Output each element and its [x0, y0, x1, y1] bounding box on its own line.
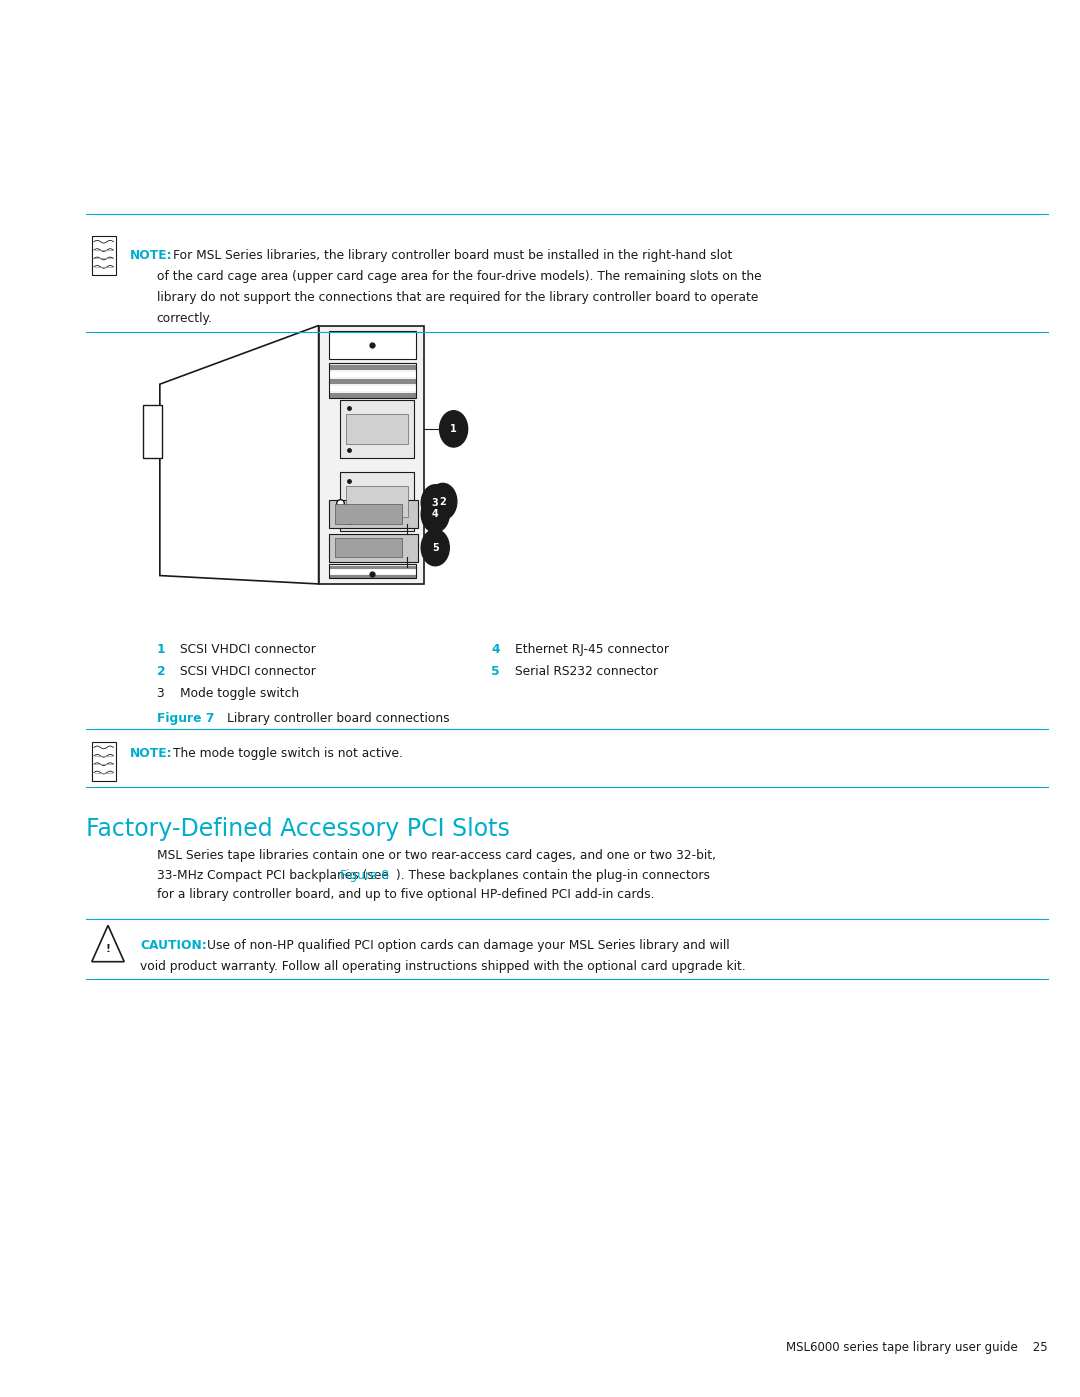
Bar — [329, 379, 416, 384]
Bar — [329, 566, 416, 569]
Bar — [340, 400, 414, 458]
Text: MSL6000 series tape library user guide    25: MSL6000 series tape library user guide 2… — [786, 1341, 1048, 1354]
Bar — [329, 570, 416, 574]
Text: 33-MHz Compact PCI backplanes (see: 33-MHz Compact PCI backplanes (see — [157, 869, 392, 882]
Text: void product warranty. Follow all operating instructions shipped with the option: void product warranty. Follow all operat… — [140, 960, 746, 972]
Text: Factory-Defined Accessory PCI Slots: Factory-Defined Accessory PCI Slots — [86, 817, 510, 841]
Circle shape — [421, 485, 449, 521]
Bar — [329, 500, 418, 528]
Bar — [329, 576, 416, 578]
Text: 1: 1 — [157, 643, 165, 655]
Text: SCSI VHDCI connector: SCSI VHDCI connector — [180, 665, 316, 678]
Circle shape — [421, 529, 449, 566]
Bar — [92, 742, 116, 781]
Text: Figure 7: Figure 7 — [157, 712, 214, 725]
Text: 2: 2 — [157, 665, 165, 678]
Text: NOTE:: NOTE: — [130, 747, 172, 760]
Bar — [346, 414, 408, 444]
Text: MSL Series tape libraries contain one or two rear-access card cages, and one or : MSL Series tape libraries contain one or… — [157, 849, 716, 862]
Text: Mode toggle switch: Mode toggle switch — [180, 687, 299, 700]
Circle shape — [440, 411, 468, 447]
Text: Serial RS232 connector: Serial RS232 connector — [515, 665, 659, 678]
Text: CAUTION:: CAUTION: — [140, 939, 207, 951]
Polygon shape — [160, 326, 319, 584]
Text: correctly.: correctly. — [157, 312, 213, 324]
Text: 3: 3 — [157, 687, 164, 700]
Text: Ethernet RJ-45 connector: Ethernet RJ-45 connector — [515, 643, 670, 655]
Bar — [335, 504, 402, 524]
Bar — [143, 405, 162, 458]
Text: 5: 5 — [432, 542, 438, 553]
Text: SCSI VHDCI connector: SCSI VHDCI connector — [180, 643, 316, 655]
Text: Figure 8: Figure 8 — [340, 869, 389, 882]
Bar — [329, 564, 416, 578]
Text: !: ! — [106, 943, 110, 954]
Bar — [92, 236, 116, 275]
Polygon shape — [92, 925, 124, 961]
Bar — [329, 386, 416, 391]
Text: 4: 4 — [491, 643, 500, 655]
Bar — [329, 534, 418, 562]
Text: 1: 1 — [450, 423, 457, 434]
Text: for a library controller board, and up to five optional HP-defined PCI add-in ca: for a library controller board, and up t… — [157, 888, 654, 901]
Text: 2: 2 — [440, 496, 446, 507]
Circle shape — [429, 483, 457, 520]
Text: ). These backplanes contain the plug-in connectors: ). These backplanes contain the plug-in … — [396, 869, 710, 882]
Text: For MSL Series libraries, the library controller board must be installed in the : For MSL Series libraries, the library co… — [173, 249, 732, 261]
Text: of the card cage area (upper card cage area for the four-drive models). The rema: of the card cage area (upper card cage a… — [157, 270, 761, 282]
Bar — [340, 472, 414, 531]
Bar — [329, 393, 416, 398]
Text: 4: 4 — [432, 509, 438, 520]
Text: NOTE:: NOTE: — [130, 249, 172, 261]
Bar — [329, 365, 416, 370]
Text: Use of non-HP qualified PCI option cards can damage your MSL Series library and : Use of non-HP qualified PCI option cards… — [207, 939, 730, 951]
Bar — [319, 326, 424, 584]
Bar — [329, 331, 416, 359]
Text: 5: 5 — [491, 665, 500, 678]
Text: Library controller board connections: Library controller board connections — [227, 712, 449, 725]
Bar — [346, 486, 408, 517]
Bar — [335, 538, 402, 557]
Text: The mode toggle switch is not active.: The mode toggle switch is not active. — [173, 747, 403, 760]
Bar — [329, 372, 416, 377]
Bar — [329, 363, 416, 398]
Text: library do not support the connections that are required for the library control: library do not support the connections t… — [157, 291, 758, 303]
Text: 3: 3 — [432, 497, 438, 509]
Circle shape — [421, 496, 449, 532]
